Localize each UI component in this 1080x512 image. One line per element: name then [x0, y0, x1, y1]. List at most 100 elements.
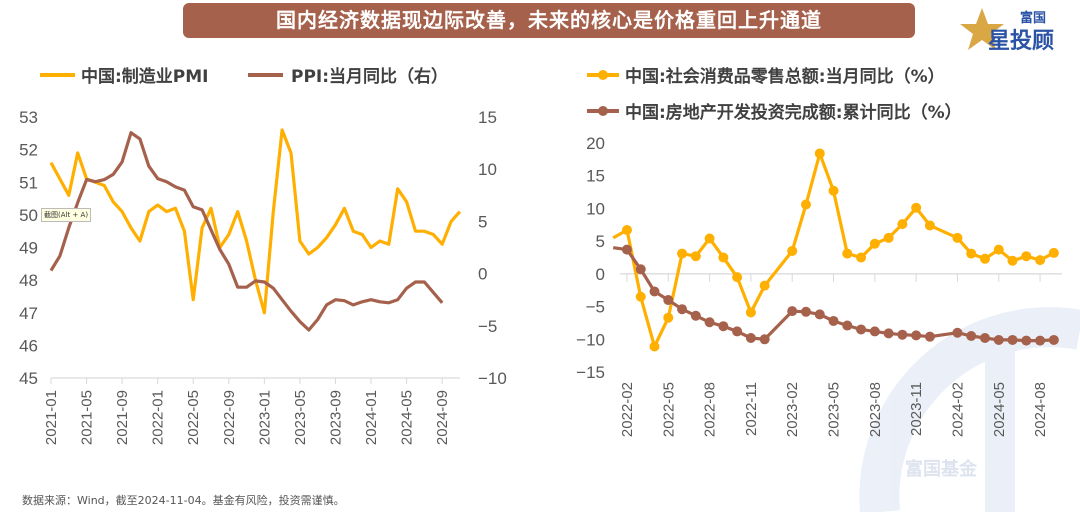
y2-tick-label: 0	[478, 265, 487, 284]
y-tick-label: −5	[586, 298, 605, 317]
realestate-point	[745, 332, 756, 343]
y-tick-label: 48	[19, 271, 38, 290]
retail-point	[966, 248, 977, 259]
y-tick-label: 47	[19, 304, 38, 323]
retail-point	[828, 185, 839, 196]
retail-point	[704, 233, 715, 244]
y-tick-label: −15	[576, 363, 605, 382]
retail-point	[993, 244, 1004, 255]
retail-point	[690, 251, 701, 262]
retail-point	[800, 199, 811, 210]
x-tick-label: 2021-09	[114, 390, 131, 445]
y-tick-label: 10	[586, 199, 605, 218]
legend-realestate-label: 中国:房地产开发投资完成额:累计同比（%）	[625, 102, 962, 123]
realestate-point	[869, 326, 880, 337]
legend-retail-label: 中国:社会消费品零售总额:当月同比（%）	[625, 66, 945, 87]
retail-point	[745, 307, 756, 318]
y-tick-label: −10	[576, 330, 605, 349]
legend-ppi-label: PPI:当月同比（右）	[291, 66, 448, 87]
retail-point	[979, 253, 990, 264]
x-tick-label: 2024-05	[399, 390, 416, 445]
realestate-point	[911, 330, 922, 341]
star-icon	[960, 8, 1004, 50]
y-tick-label: 51	[19, 173, 38, 192]
realestate-point	[883, 328, 894, 339]
x-tick-label: 2023-11	[908, 382, 925, 436]
realestate-point	[1021, 335, 1032, 346]
retail-point	[677, 248, 688, 259]
realestate-point	[787, 306, 798, 317]
x-tick-label: 2024-09	[434, 390, 451, 445]
watermark-text: 富国基金	[905, 458, 978, 480]
y2-tick-label: 15	[478, 108, 497, 127]
logo-bottom-text: 星投顾	[988, 29, 1054, 54]
x-tick-label: 2024-01	[363, 390, 380, 445]
y-tick-label: 5	[596, 232, 605, 251]
realestate-point	[1048, 334, 1059, 345]
retail-point	[897, 219, 908, 230]
realestate-point	[621, 244, 632, 255]
realestate-point	[635, 264, 646, 275]
ppi-line	[49, 131, 444, 332]
y-tick-label: 49	[19, 239, 38, 258]
realestate-point	[897, 329, 908, 340]
realestate-point	[952, 327, 963, 338]
pmi-line	[49, 128, 462, 315]
retail-point	[759, 280, 770, 291]
x-tick-label: 2022-09	[221, 390, 238, 445]
retail-point	[814, 148, 825, 159]
realestate-point	[966, 331, 977, 342]
retail-point	[911, 202, 922, 213]
retail-point	[1035, 255, 1046, 266]
retail-point	[787, 245, 798, 256]
realestate-point	[1007, 334, 1018, 345]
legend-pmi-label: 中国:制造业PMI	[81, 66, 209, 87]
x-tick-label: 2023-05	[292, 390, 309, 445]
title-banner: 国内经济数据现边际改善，未来的核心是价格重回上升通道	[183, 3, 915, 38]
y2-tick-label: −10	[478, 369, 507, 388]
realestate-point	[979, 332, 990, 343]
realestate-point	[677, 304, 688, 315]
x-tick-label: 2023-05	[826, 382, 843, 437]
retail-point	[1048, 247, 1059, 258]
retail-point	[621, 225, 632, 236]
x-tick-label: 2022-05	[660, 382, 677, 437]
y2-tick-label: 10	[478, 160, 497, 179]
realestate-point	[800, 306, 811, 317]
retail-point	[856, 252, 867, 263]
y2-tick-label: 5	[478, 212, 487, 231]
retail-point	[1021, 251, 1032, 262]
realestate-point	[732, 326, 743, 337]
x-tick-label: 2023-02	[784, 382, 801, 437]
logo-top-text: 富国	[1020, 10, 1046, 26]
retail-point	[924, 220, 935, 231]
realestate-point	[828, 315, 839, 326]
y-tick-label: 15	[586, 167, 605, 186]
retail-point	[663, 312, 674, 323]
x-tick-label: 2023-01	[256, 390, 273, 445]
x-tick-label: 2024-02	[949, 382, 966, 437]
realestate-point	[993, 334, 1004, 345]
retail-point	[869, 238, 880, 249]
y-tick-label: 50	[19, 206, 38, 225]
y-tick-label: 52	[19, 141, 38, 160]
y-tick-label: 45	[19, 369, 38, 388]
legend-realestate-marker	[598, 106, 608, 116]
y-tick-label: 0	[596, 265, 605, 284]
retail-point	[952, 232, 963, 243]
realestate-point	[1035, 335, 1046, 346]
brand-logo: 富国 星投顾	[960, 8, 1054, 54]
x-tick-label: 2024-05	[991, 382, 1008, 437]
realestate-point	[718, 321, 729, 332]
realestate-point	[690, 310, 701, 321]
realestate-point	[842, 320, 853, 331]
retail-point	[732, 272, 743, 283]
y-tick-label: 20	[586, 134, 605, 153]
legend-retail-marker	[598, 70, 608, 80]
source-footnote: 数据来源：Wind，截至2024-11-04。基金有风险，投资需谨慎。	[22, 494, 345, 507]
realestate-point	[924, 331, 935, 342]
realestate-point	[649, 286, 660, 297]
x-tick-label: 2023-09	[327, 390, 344, 445]
retail-point	[1007, 255, 1018, 266]
